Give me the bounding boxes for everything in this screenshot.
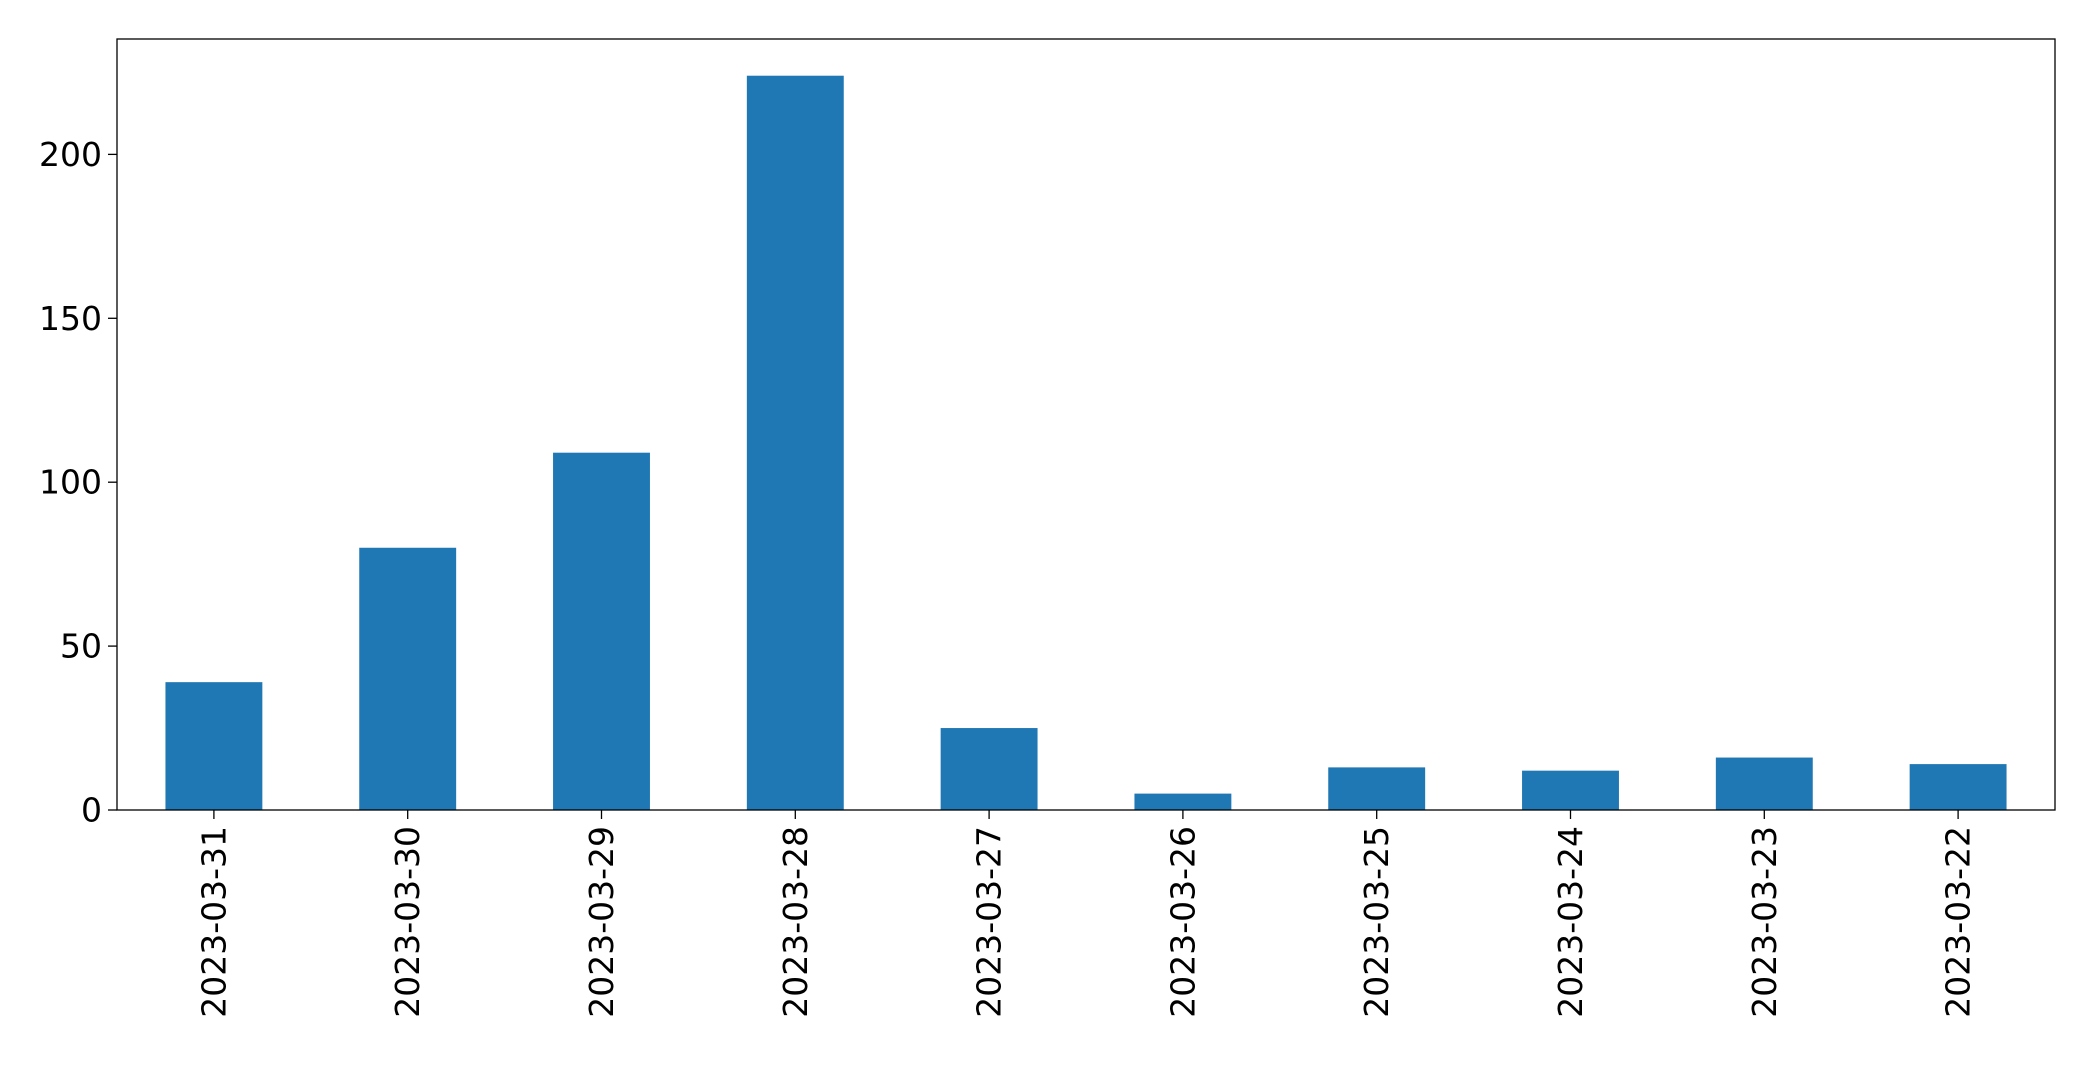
y-tick-label: 150 (39, 299, 102, 338)
y-tick-label: 200 (39, 135, 102, 174)
x-tick-label: 2023-03-30 (388, 826, 427, 1018)
x-tick-label: 2023-03-29 (582, 826, 621, 1018)
x-tick-label: 2023-03-28 (776, 826, 815, 1018)
y-tick-label: 50 (60, 627, 102, 666)
y-tick-label: 100 (39, 463, 102, 502)
x-tick-label: 2023-03-31 (194, 826, 233, 1018)
bars-group (165, 75, 2007, 810)
x-tick-label: 2023-03-25 (1357, 826, 1396, 1018)
bar-2023-03-25 (1328, 767, 1426, 810)
y-tick-label: 0 (81, 791, 102, 830)
bar-2023-03-26 (1134, 793, 1232, 810)
axes-frame (116, 38, 2056, 811)
bar-2023-03-24 (1522, 770, 1619, 810)
bar-2023-03-27 (940, 728, 1038, 810)
x-tick-label: 2023-03-23 (1745, 826, 1784, 1018)
x-tick-label: 2023-03-24 (1551, 826, 1590, 1018)
x-tick-label: 2023-03-22 (1939, 826, 1978, 1018)
bar-2023-03-28 (746, 75, 844, 810)
bar-2023-03-29 (553, 452, 650, 810)
bar-2023-03-23 (1715, 757, 1813, 810)
bar-2023-03-31 (165, 682, 263, 810)
x-tick-label: 2023-03-26 (1163, 826, 1202, 1018)
x-tick-label: 2023-03-27 (970, 826, 1009, 1018)
bar-2023-03-22 (1909, 764, 2007, 810)
y-axis: 0 50 100 150 200 (39, 135, 117, 830)
bar-2023-03-30 (359, 547, 457, 810)
x-axis: 2023-03-31 2023-03-30 2023-03-29 2023-03-28… (194, 810, 1978, 1018)
